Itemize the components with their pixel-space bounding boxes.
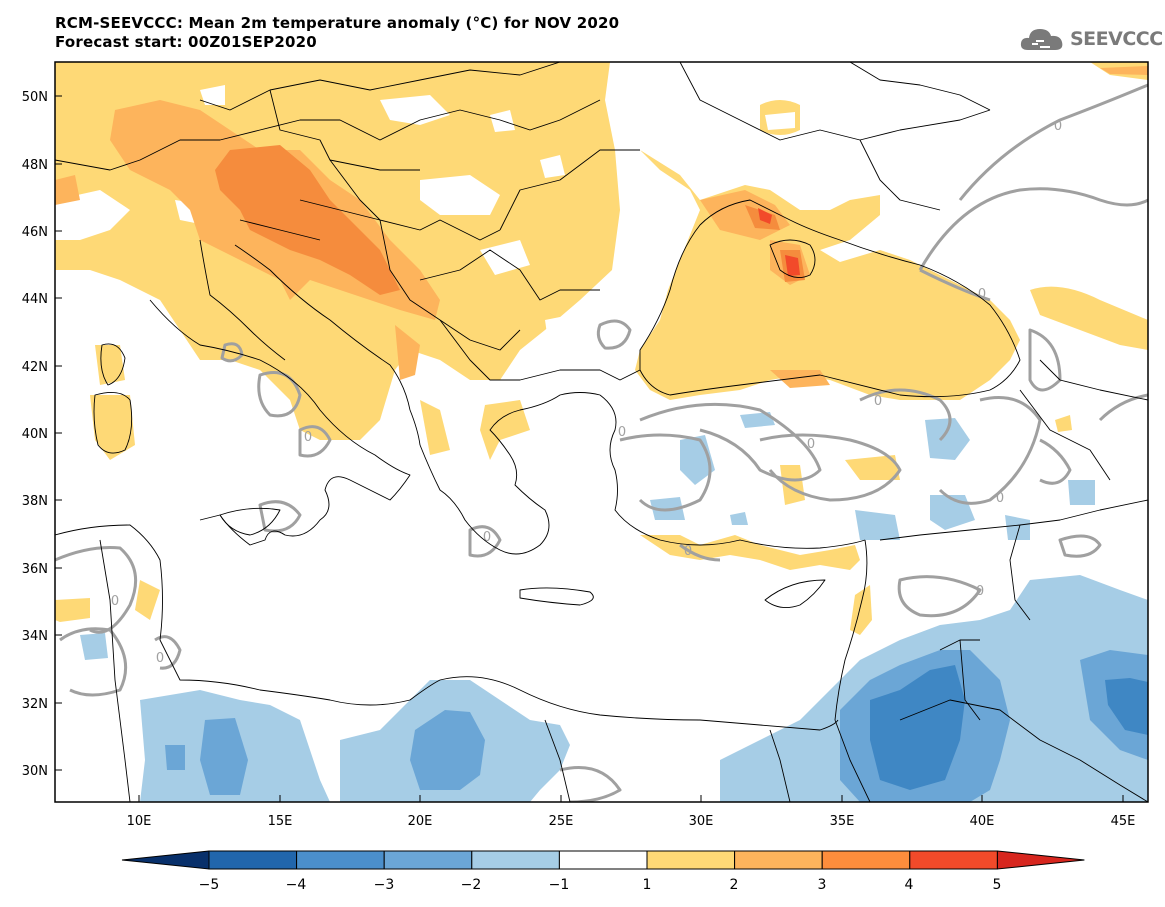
map-content: 0 0 0 0 0 0 0 0 0 0 0 0 bbox=[55, 62, 1148, 802]
colorbar-label: 5 bbox=[993, 877, 1002, 893]
lat-tick-label: 40N bbox=[22, 427, 48, 442]
colorbar-segment bbox=[821, 850, 911, 870]
contour-label: 0 bbox=[618, 425, 626, 440]
contour-label: 0 bbox=[996, 491, 1004, 506]
colorbar-label: 2 bbox=[730, 877, 739, 893]
map-frame bbox=[54, 61, 1149, 803]
colorbar-label: −5 bbox=[199, 877, 220, 893]
colorbar-low-extension bbox=[121, 850, 210, 870]
contour-label: 0 bbox=[978, 287, 986, 302]
colorbar-segment bbox=[383, 850, 473, 870]
contour-label: 0 bbox=[976, 584, 984, 599]
colorbar-label: 4 bbox=[905, 877, 914, 893]
colorbar-labels: −5 −4 −3 −2 −1 1 2 3 4 5 bbox=[199, 877, 1002, 893]
warm-anomaly-layer-4 bbox=[758, 208, 800, 276]
colorbar-segment bbox=[646, 850, 736, 870]
lon-tick-label: 15E bbox=[268, 814, 293, 829]
colorbar-label: −3 bbox=[374, 877, 395, 893]
title-line-2: Forecast start: 00Z01SEP2020 bbox=[55, 33, 317, 51]
colorbar-segment bbox=[208, 850, 298, 870]
lon-tick-label: 20E bbox=[408, 814, 433, 829]
lon-tick-label: 40E bbox=[970, 814, 995, 829]
colorbar bbox=[121, 850, 1085, 870]
title-line-1: RCM-SEEVCCC: Mean 2m temperature anomaly… bbox=[55, 14, 620, 32]
contour-label: 0 bbox=[807, 437, 815, 452]
lat-tick-label: 44N bbox=[22, 292, 48, 307]
lat-tick-label: 42N bbox=[22, 360, 48, 375]
contour-label: 0 bbox=[304, 430, 312, 445]
lat-tick-label: 30N bbox=[22, 764, 48, 779]
colorbar-label: −1 bbox=[549, 877, 570, 893]
colorbar-label: 1 bbox=[643, 877, 652, 893]
lat-tick-label: 34N bbox=[22, 629, 48, 644]
lon-tick-label: 25E bbox=[549, 814, 574, 829]
colorbar-label: −4 bbox=[286, 877, 307, 893]
cloud-logo-icon bbox=[1020, 29, 1063, 50]
lat-tick-label: 50N bbox=[22, 90, 48, 105]
lon-tick-label: 45E bbox=[1111, 814, 1136, 829]
contour-label: 0 bbox=[156, 651, 164, 666]
contour-label: 0 bbox=[684, 544, 692, 559]
lat-tick-label: 32N bbox=[22, 697, 48, 712]
seevccc-logo: SEEVCCC bbox=[1018, 22, 1163, 56]
colorbar-segment bbox=[471, 850, 560, 870]
cool-anomaly-layer-3 bbox=[870, 665, 1148, 790]
contour-label: 0 bbox=[111, 594, 119, 609]
lat-tick-label: 36N bbox=[22, 562, 48, 577]
colorbar-segment bbox=[558, 850, 648, 870]
colorbar-segment bbox=[734, 850, 823, 870]
contour-label: 0 bbox=[874, 394, 882, 409]
contour-labels: 0 0 0 0 0 0 0 0 0 0 0 0 bbox=[111, 119, 1062, 666]
logo-text: SEEVCCC bbox=[1070, 28, 1163, 50]
lat-tick-label: 48N bbox=[22, 158, 48, 173]
colorbar-high-extension bbox=[996, 850, 1085, 870]
colorbar-label: 3 bbox=[818, 877, 827, 893]
coastlines-and-borders bbox=[55, 62, 1148, 802]
colorbar-label: −2 bbox=[461, 877, 482, 893]
longitude-axis: 10E 15E 20E 25E 30E 35E 40E 45E bbox=[127, 795, 1136, 829]
contour-label: 0 bbox=[483, 530, 491, 545]
contour-label: 0 bbox=[1054, 119, 1062, 134]
lat-tick-label: 46N bbox=[22, 225, 48, 240]
lon-tick-label: 35E bbox=[830, 814, 855, 829]
zero-contour-lines bbox=[55, 83, 1148, 802]
colorbar-segment bbox=[296, 850, 385, 870]
lat-tick-label: 38N bbox=[22, 494, 48, 509]
lon-tick-label: 10E bbox=[127, 814, 152, 829]
latitude-axis: 50N 48N 46N 44N 42N 40N 38N 36N 34N 32N … bbox=[22, 90, 62, 779]
colorbar-segment bbox=[909, 850, 998, 870]
map-title: RCM-SEEVCCC: Mean 2m temperature anomaly… bbox=[55, 14, 619, 52]
lon-tick-label: 30E bbox=[689, 814, 714, 829]
